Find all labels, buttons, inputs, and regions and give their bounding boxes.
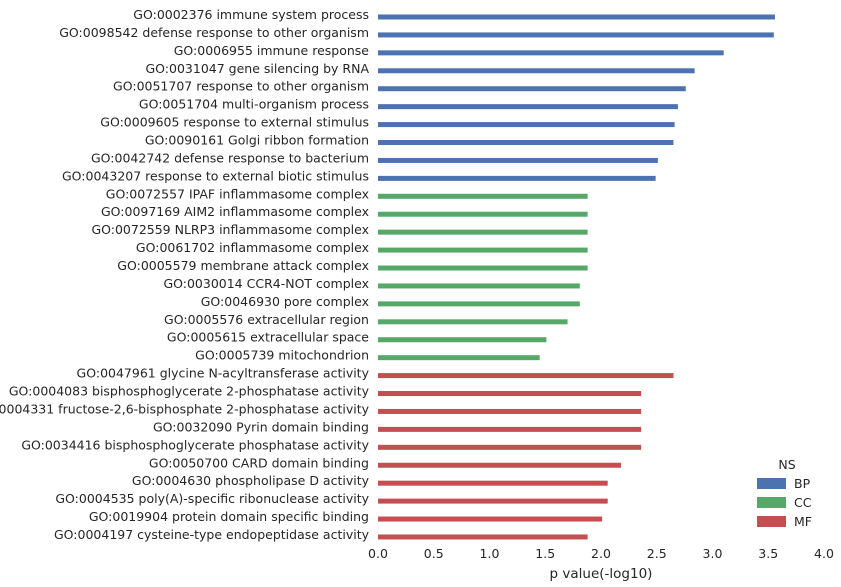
- bar-2: [378, 32, 774, 38]
- bar-3: [378, 50, 724, 56]
- bar-11: [378, 193, 588, 199]
- bar-7: [378, 122, 675, 128]
- bars-layer: [378, 14, 775, 540]
- x-tick-label: 1.0: [480, 546, 500, 561]
- x-tick-label: 2.5: [647, 546, 667, 561]
- legend: NS BP CC MF: [757, 457, 812, 529]
- category-label: GO:0072559 NLRP3 inflammasome complex: [91, 222, 369, 237]
- x-axis-title: p value(-log10): [550, 566, 653, 582]
- x-tick-label: 4.0: [814, 546, 834, 561]
- x-axis-ticks: 0.0 0.5 1.0 1.5 2.0 2.5 3.0 3.5 4.0: [368, 546, 834, 561]
- category-label: GO:0004197 cysteine-type endopeptidase a…: [54, 527, 370, 542]
- category-label: GO:0005579 membrane attack complex: [117, 258, 369, 273]
- category-label: GO:0032090 Pyrin domain binding: [153, 419, 369, 434]
- category-label: GO:0030014 CCR4-NOT complex: [163, 276, 369, 291]
- bar-4: [378, 68, 695, 74]
- bar-13: [378, 229, 588, 235]
- category-label: GO:0061702 inflammasome complex: [136, 240, 369, 255]
- category-labels: GO:0002376 immune system process GO:00985…: [0, 7, 370, 542]
- category-label: GO:0050700 CARD domain binding: [149, 455, 369, 470]
- bar-22: [378, 391, 642, 397]
- x-tick-label: 1.5: [535, 546, 555, 561]
- category-label: GO:0097169 AIM2 inflammasome complex: [101, 204, 369, 219]
- bar-26: [378, 462, 622, 468]
- bar-9: [378, 157, 658, 163]
- bar-19: [378, 337, 547, 343]
- category-label: GO:0090161 Golgi ribbon formation: [145, 133, 369, 148]
- bar-27: [378, 480, 608, 486]
- category-label: GO:0005576 extracellular region: [164, 312, 369, 327]
- bar-20: [378, 355, 540, 361]
- legend-label-bp: BP: [794, 476, 811, 491]
- legend-label-cc: CC: [794, 495, 812, 510]
- category-label: GO:0098542 defense response to other org…: [59, 25, 369, 40]
- category-label: GO:0072557 IPAF inflammasome complex: [106, 186, 369, 201]
- bar-21: [378, 373, 674, 379]
- category-label: GO:0031047 gene silencing by RNA: [145, 61, 369, 76]
- bar-6: [378, 104, 678, 110]
- x-tick-label: 3.5: [758, 546, 778, 561]
- bar-12: [378, 211, 588, 217]
- category-label: GO:0019904 protein domain specific bindi…: [89, 509, 369, 524]
- bar-15: [378, 265, 588, 271]
- bar-10: [378, 175, 656, 181]
- x-tick-label: 3.0: [703, 546, 723, 561]
- legend-swatch-mf: [757, 516, 786, 527]
- category-label: GO:0009605 response to external stimulus: [100, 115, 369, 130]
- category-label: GO:0034416 bisphosphoglycerate phosphata…: [21, 437, 369, 452]
- bar-17: [378, 301, 580, 307]
- category-label: GO:0004630 phospholipase D activity: [132, 473, 370, 488]
- category-label: GO:0051704 multi-organism process: [139, 97, 369, 112]
- category-label: GO:0047961 glycine N-acyltransferase act…: [77, 366, 370, 381]
- bar-29: [378, 516, 603, 522]
- bar-14: [378, 247, 588, 253]
- category-label: GO:0006955 immune response: [174, 43, 370, 58]
- bar-25: [378, 444, 642, 450]
- bar-5: [378, 86, 686, 92]
- x-tick-label: 0.0: [368, 546, 388, 561]
- bar-16: [378, 283, 580, 289]
- category-label: GO:0043207 response to external biotic s…: [62, 168, 369, 183]
- category-label: GO:0046930 pore complex: [201, 294, 369, 309]
- category-label: GO:0004083 bisphosphoglycerate 2-phospha…: [9, 384, 370, 399]
- bar-30: [378, 534, 588, 540]
- category-label: GO:0005739 mitochondrion: [195, 348, 369, 363]
- legend-swatch-cc: [757, 497, 786, 508]
- bar-23: [378, 408, 642, 414]
- bar-8: [378, 140, 674, 146]
- category-label: GO:0051707 response to other organism: [113, 79, 369, 94]
- x-tick-label: 2.0: [591, 546, 611, 561]
- legend-label-mf: MF: [794, 514, 812, 529]
- bar-1: [378, 14, 775, 20]
- category-label: GO:0002376 immune system process: [133, 7, 369, 22]
- legend-title: NS: [778, 457, 795, 472]
- legend-swatch-bp: [757, 478, 786, 489]
- category-label: GO:0005615 extracellular space: [167, 330, 369, 345]
- category-label: GO:0042742 defense response to bacterium: [91, 150, 369, 165]
- bar-28: [378, 498, 608, 504]
- category-label: GO:0004535 poly(A)-specific ribonuclease…: [55, 491, 369, 506]
- category-label: GO:0004331 fructose-2,6-bisphosphate 2-p…: [0, 401, 370, 416]
- legend-items: BP CC MF: [757, 476, 812, 529]
- x-tick-label: 0.5: [424, 546, 444, 561]
- bar-18: [378, 319, 568, 325]
- bar-24: [378, 426, 642, 432]
